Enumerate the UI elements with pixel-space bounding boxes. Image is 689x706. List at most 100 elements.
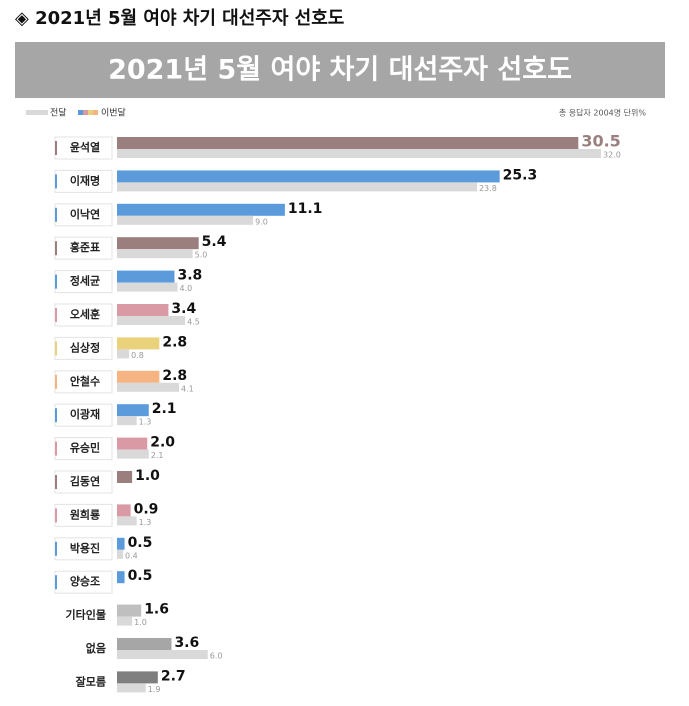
category-label: 정세균 bbox=[70, 274, 100, 288]
value-label: 5.4 bbox=[202, 234, 227, 250]
category-label: 김동연 bbox=[70, 474, 100, 488]
value-label-previous: 23.8 bbox=[479, 184, 497, 193]
legend-label: 이번달 bbox=[101, 107, 126, 119]
category-label: 이광재 bbox=[70, 407, 100, 421]
bar-current bbox=[117, 638, 172, 650]
name-tick bbox=[55, 274, 57, 289]
value-label-previous: 0.8 bbox=[131, 351, 144, 360]
value-label: 2.0 bbox=[150, 435, 175, 451]
value-label-previous: 1.3 bbox=[139, 518, 152, 527]
value-label-previous: 1.3 bbox=[139, 418, 152, 427]
value-label: 1.0 bbox=[135, 468, 160, 484]
bar-current bbox=[117, 404, 149, 417]
title-banner bbox=[15, 42, 665, 98]
value-label: 2.7 bbox=[161, 668, 186, 684]
bar-current bbox=[117, 337, 160, 350]
value-label: 2.8 bbox=[162, 368, 187, 384]
value-label-previous: 4.5 bbox=[187, 318, 200, 327]
category-label: 오세훈 bbox=[70, 307, 100, 321]
bar-previous bbox=[117, 416, 137, 426]
category-label: 이재명 bbox=[70, 173, 100, 187]
category-label: 기타인물 bbox=[66, 608, 106, 622]
value-label-previous: 2.1 bbox=[151, 451, 164, 460]
bar-previous bbox=[117, 182, 477, 192]
bar-previous bbox=[117, 382, 180, 392]
bar-current bbox=[117, 203, 285, 216]
bar-previous bbox=[117, 316, 186, 325]
bar-current bbox=[117, 604, 142, 617]
category-label: 심상정 bbox=[70, 340, 100, 354]
bar-current bbox=[117, 370, 160, 383]
value-label-previous: 4.1 bbox=[181, 384, 194, 393]
value-label-previous: 1.0 bbox=[134, 618, 147, 627]
name-tick bbox=[55, 141, 57, 155]
bar-current bbox=[117, 237, 199, 250]
heading: ◈ 2021년 5월 여야 차기 대선주자 선호도 bbox=[15, 8, 344, 29]
value-label: 2.1 bbox=[152, 401, 177, 417]
value-label: 0.5 bbox=[128, 535, 153, 551]
bar-previous bbox=[117, 349, 130, 359]
category-label: 이낙연 bbox=[70, 207, 100, 221]
name-tick bbox=[55, 207, 57, 222]
bar-previous bbox=[117, 282, 178, 292]
bar-current bbox=[117, 304, 169, 316]
bar-previous bbox=[117, 616, 133, 626]
bar-current bbox=[117, 537, 125, 550]
category-label: 없음 bbox=[86, 642, 106, 655]
bar-current bbox=[117, 270, 175, 283]
category-label: 박용진 bbox=[70, 541, 100, 555]
bar-current bbox=[117, 504, 131, 517]
value-label-previous: 9.0 bbox=[255, 217, 268, 226]
value-label: 0.9 bbox=[134, 501, 159, 517]
name-tick bbox=[55, 441, 57, 456]
bar-current bbox=[117, 437, 148, 450]
name-tick bbox=[55, 308, 57, 322]
value-label: 30.5 bbox=[581, 132, 620, 151]
value-label: 11.1 bbox=[288, 201, 323, 217]
bar-current bbox=[117, 671, 158, 684]
bar-previous bbox=[117, 449, 149, 459]
value-label: 2.8 bbox=[162, 334, 187, 350]
bar-current bbox=[117, 137, 579, 149]
bar-current bbox=[117, 170, 500, 183]
name-tick bbox=[55, 174, 57, 189]
legend-swatch bbox=[78, 110, 98, 115]
value-label: 0.5 bbox=[128, 568, 153, 584]
category-label: 홍준표 bbox=[70, 240, 100, 254]
name-tick bbox=[55, 408, 57, 423]
value-label-previous: 0.4 bbox=[125, 551, 138, 560]
note: 총 응답자 2004명 단위% bbox=[559, 108, 647, 118]
bar-previous bbox=[117, 249, 193, 259]
legend-label: 전달 bbox=[50, 107, 67, 119]
name-tick bbox=[55, 541, 57, 556]
chart-title: 2021년 5월 여야 차기 대선주자 선호도 bbox=[108, 55, 572, 86]
name-tick bbox=[55, 374, 57, 389]
value-label: 25.3 bbox=[503, 167, 538, 183]
value-label-previous: 1.9 bbox=[148, 685, 161, 694]
name-tick bbox=[55, 475, 57, 489]
legend-swatch bbox=[26, 110, 48, 115]
category-label: 윤석열 bbox=[70, 140, 100, 154]
value-label-previous: 32.0 bbox=[603, 151, 621, 160]
name-tick bbox=[55, 241, 57, 256]
bar-previous bbox=[117, 516, 137, 526]
value-label: 1.6 bbox=[144, 602, 169, 618]
bar-previous bbox=[117, 650, 208, 659]
category-label: 안철수 bbox=[70, 374, 100, 388]
name-tick bbox=[55, 575, 57, 590]
value-label-previous: 4.0 bbox=[180, 284, 193, 293]
bar-previous bbox=[117, 683, 146, 693]
name-tick bbox=[55, 508, 57, 523]
value-label: 3.8 bbox=[177, 268, 202, 284]
category-label: 양승조 bbox=[70, 574, 100, 588]
category-label: 잘모름 bbox=[76, 675, 106, 688]
bar-current bbox=[117, 471, 133, 483]
category-label: 유승민 bbox=[70, 441, 100, 455]
bar-previous bbox=[117, 149, 601, 158]
bar-previous bbox=[117, 215, 254, 225]
value-label-previous: 5.0 bbox=[195, 251, 208, 260]
bar-previous bbox=[117, 549, 124, 559]
name-tick bbox=[55, 341, 57, 356]
value-label-previous: 6.0 bbox=[210, 652, 223, 661]
value-label: 3.4 bbox=[171, 301, 196, 317]
